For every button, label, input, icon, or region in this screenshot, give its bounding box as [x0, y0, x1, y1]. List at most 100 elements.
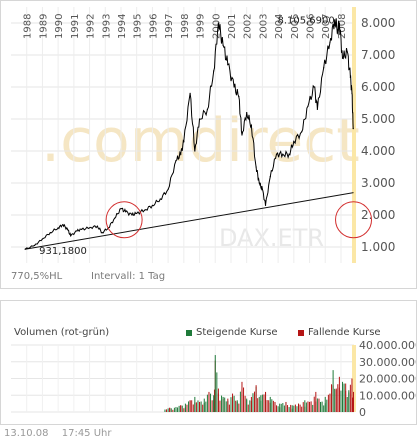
trendline — [25, 192, 354, 250]
data-point — [49, 232, 51, 234]
legend-rising-swatch — [186, 329, 192, 336]
max-annotation: 8.105,6900 — [277, 16, 334, 27]
data-point — [334, 19, 336, 21]
x-tick-label: 1997 — [164, 14, 175, 39]
range-info: 770,5%HL — [11, 271, 63, 282]
data-point — [352, 128, 354, 130]
volume-y-tick-label: 10.000.000 — [359, 389, 416, 402]
legend-rising: Steigende Kurse — [186, 327, 278, 338]
data-point — [151, 204, 154, 206]
watermark-brand: .comdirect — [41, 106, 360, 176]
interval-info: Intervall: 1 Tag — [91, 271, 166, 282]
volume-y-tick-label: 30.000.000 — [359, 356, 416, 369]
volume-y-tick-label: 20.000.000 — [359, 373, 416, 386]
data-point — [329, 41, 331, 43]
data-point — [222, 44, 224, 47]
x-tick-label: 2004 — [274, 14, 285, 39]
data-point — [159, 198, 161, 200]
watermark-symbol: DAX.ETR — [219, 224, 324, 252]
data-point — [282, 153, 284, 155]
y-tick-label: 2.000 — [361, 208, 395, 222]
price-series-line — [24, 18, 354, 250]
data-point — [66, 228, 69, 230]
data-point — [351, 92, 353, 94]
data-point — [76, 230, 78, 232]
data-point — [349, 76, 351, 78]
price-chart-panel: .comdirect DAX.ETR 1.000 2.000 3.000 4.000 5.0… — [0, 0, 417, 289]
data-point — [120, 208, 122, 210]
data-point — [175, 160, 177, 162]
data-point — [301, 131, 303, 133]
data-point — [194, 150, 196, 152]
data-point — [238, 96, 240, 98]
data-point — [114, 217, 116, 219]
data-point — [131, 214, 133, 216]
data-point — [323, 67, 325, 69]
data-point — [24, 248, 26, 250]
highlight-circle — [335, 201, 373, 239]
x-tick-label: 1990 — [54, 14, 65, 39]
data-point — [241, 134, 243, 136]
data-point — [57, 227, 59, 229]
x-tick-label: 1992 — [86, 14, 97, 39]
x-tick-label: 2001 — [227, 14, 238, 39]
highlight-circle — [105, 201, 143, 239]
data-point — [143, 209, 146, 211]
data-point — [33, 244, 36, 246]
data-point — [307, 105, 309, 107]
data-point — [246, 112, 248, 114]
data-point — [136, 212, 138, 214]
data-point — [275, 153, 278, 155]
data-point — [96, 225, 99, 227]
data-point — [62, 224, 64, 226]
footer: 13.10.08 17:45 Uhr — [4, 428, 121, 439]
y-tick-label: 7.000 — [361, 48, 395, 62]
data-point — [269, 176, 271, 178]
data-point — [41, 238, 44, 240]
x-tick-label: 2005 — [290, 14, 301, 39]
footer-time: 17:45 Uhr — [61, 428, 112, 439]
x-tick-label: 2000 — [211, 14, 222, 39]
data-point — [264, 204, 267, 206]
legend-falling-swatch — [298, 329, 304, 336]
volume-current-band — [352, 345, 356, 412]
data-point — [261, 188, 263, 190]
data-point — [88, 227, 91, 229]
y-tick-label: 6.000 — [361, 80, 395, 94]
data-point — [258, 182, 260, 184]
min-annotation: 931,1800 — [39, 246, 87, 257]
data-point — [217, 22, 220, 24]
data-point — [288, 153, 290, 155]
data-point — [101, 232, 103, 234]
x-tick-label: 2007 — [321, 14, 332, 39]
footer-date: 13.10.08 — [4, 428, 49, 439]
data-point — [189, 92, 191, 94]
x-tick-label: 2008 — [337, 14, 348, 39]
price-chart[interactable]: .comdirect DAX.ETR 1.000 2.000 3.000 4.000 5.0… — [1, 1, 416, 288]
volume-chart-panel: 0 10.000.000 20.000.000 30.000.000 40.000.00… — [0, 300, 417, 425]
x-tick-label: 1999 — [196, 14, 207, 39]
x-tick-label: 1994 — [117, 14, 128, 39]
volume-chart[interactable]: 0 10.000.000 20.000.000 30.000.000 40.000.00… — [1, 301, 416, 424]
data-point — [227, 64, 229, 66]
data-point — [313, 86, 315, 88]
x-tick-label: 1998 — [180, 14, 191, 39]
data-point — [293, 140, 295, 142]
x-tick-label: 2003 — [258, 14, 269, 39]
data-point — [180, 153, 182, 155]
data-point — [337, 28, 339, 30]
y-tick-label: 1.000 — [361, 240, 395, 254]
data-point — [198, 118, 201, 120]
volume-title: Volumen (rot-grün) — [14, 327, 110, 338]
y-tick-label: 3.000 — [361, 176, 395, 190]
volume-y-tick-label: 0 — [359, 406, 366, 419]
data-point — [346, 51, 348, 53]
data-point — [213, 70, 215, 72]
data-point — [250, 124, 252, 126]
data-point — [233, 86, 235, 88]
data-point — [125, 211, 127, 213]
data-point — [167, 188, 169, 190]
x-tick-label: 2006 — [306, 14, 317, 39]
data-point — [316, 108, 318, 110]
data-point — [341, 57, 344, 59]
